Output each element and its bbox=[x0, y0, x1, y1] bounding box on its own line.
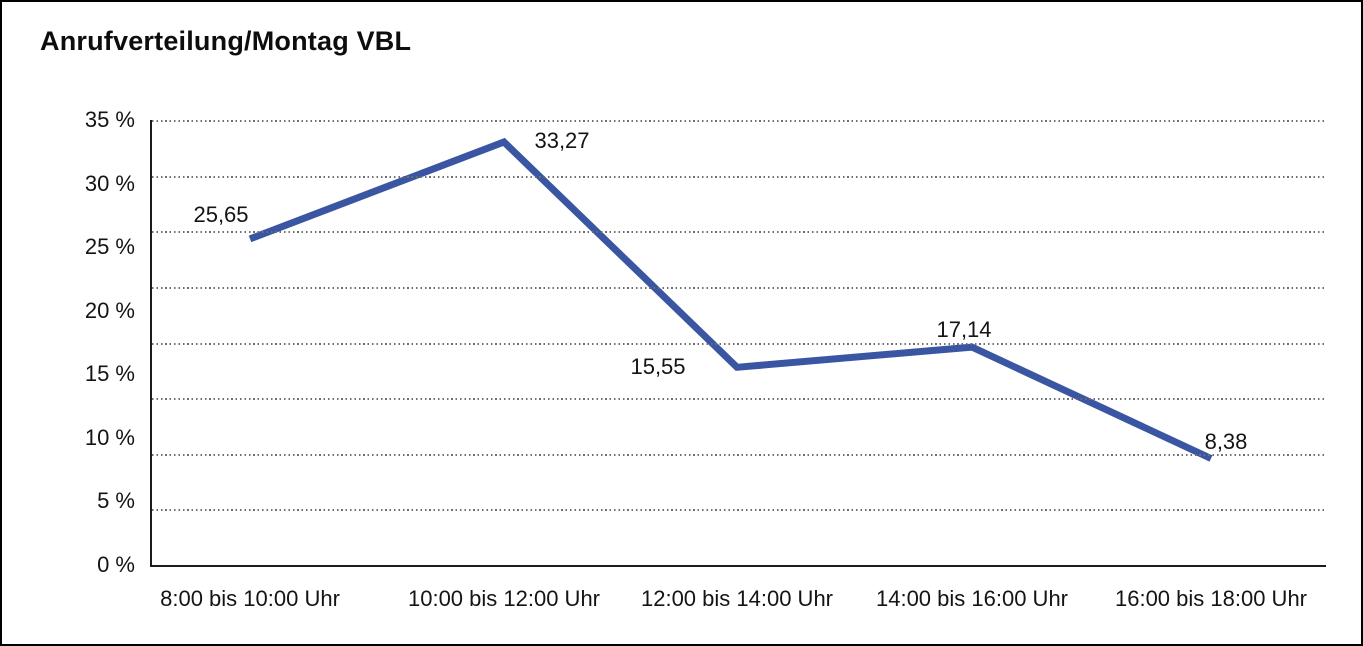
x-axis-tick-label: 16:00 bis 18:00 Uhr bbox=[1114, 586, 1308, 611]
data-point-label: 25,65 bbox=[193, 201, 249, 227]
y-axis-tick-label: 25 % bbox=[84, 234, 135, 260]
y-axis-tick-label: 30 % bbox=[84, 170, 135, 196]
y-axis-tick-label: 35 % bbox=[84, 107, 135, 132]
x-axis-tick-label: 8:00 bis 10:00 Uhr bbox=[160, 586, 340, 611]
y-axis-tick-label: 5 % bbox=[97, 488, 135, 514]
data-point-label: 17,14 bbox=[936, 317, 992, 343]
chart-title: Anrufverteilung/Montag VBL bbox=[40, 26, 412, 56]
y-axis-tick-label: 15 % bbox=[84, 361, 135, 387]
data-point-label: 8,38 bbox=[1204, 429, 1248, 455]
y-axis-tick-label: 0 % bbox=[97, 552, 135, 577]
y-axis-tick-label: 10 % bbox=[84, 424, 135, 450]
y-axis-tick-label: 20 % bbox=[84, 297, 135, 323]
x-axis-tick-label: 14:00 bis 16:00 Uhr bbox=[875, 586, 1069, 611]
y-axis-labels: 35 % 30 % 25 % 20 % 15 % 10 % 5 % 0 % bbox=[32, 107, 135, 577]
data-line-series bbox=[248, 137, 1213, 462]
x-axis-tick-label: 10:00 bis 12:00 Uhr bbox=[407, 586, 601, 611]
plot-area: 8:00 bis 10:00 Uhr 10:00 bis 12:00 Uhr 12:… bbox=[150, 120, 1326, 611]
data-point-label: 33,27 bbox=[534, 127, 590, 153]
chart-canvas bbox=[248, 137, 1213, 462]
data-point-label: 15,55 bbox=[630, 354, 686, 380]
x-axis-tick-label: 12:00 bis 14:00 Uhr bbox=[640, 586, 834, 611]
